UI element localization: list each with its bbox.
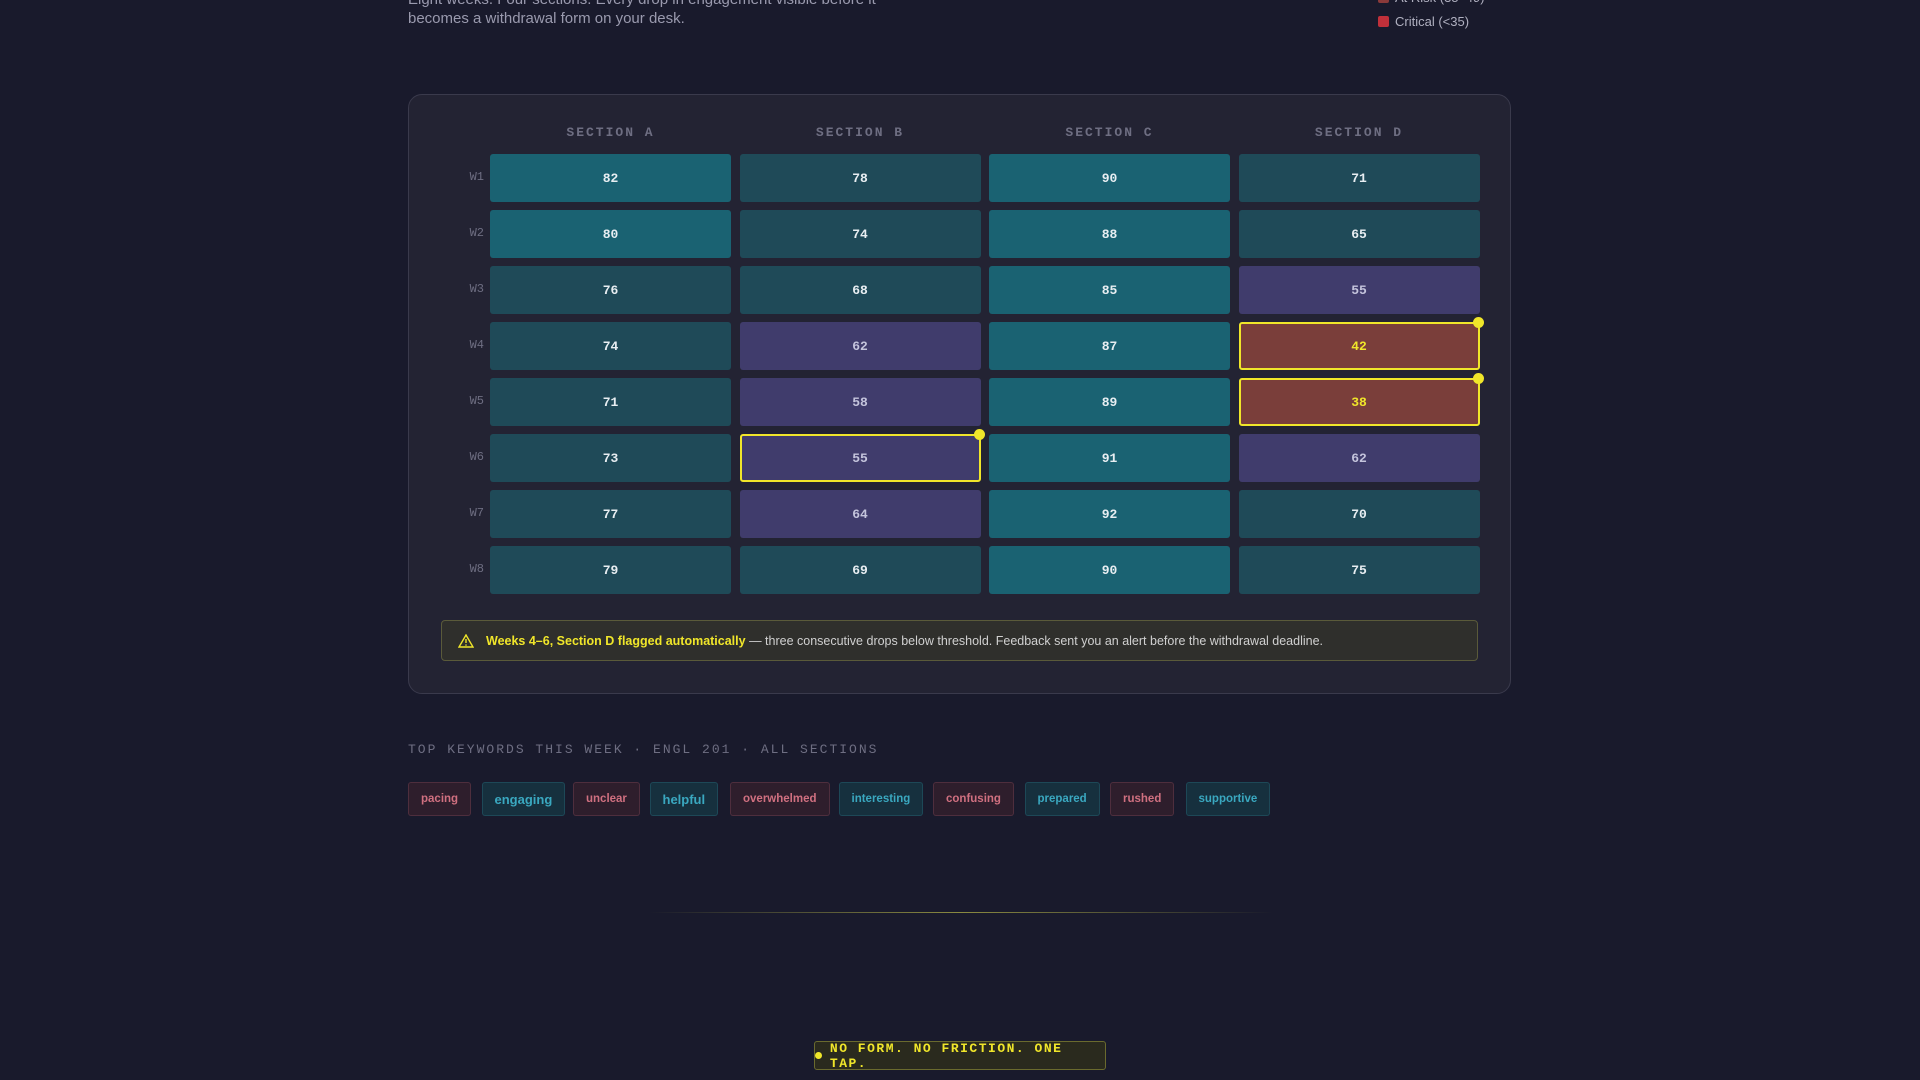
keyword-chip[interactable]: interesting <box>838 782 924 816</box>
intro-text: becomes a withdrawal form on your desk. <box>408 10 685 27</box>
keyword-chip[interactable]: supportive <box>1185 782 1271 816</box>
keyword-chip[interactable]: confusing <box>933 782 1014 816</box>
warning-icon <box>458 634 474 648</box>
row-label: W4 <box>469 338 484 352</box>
alert: Weeks 4–6, Section D flagged automatical… <box>441 620 1478 661</box>
keyword-chip[interactable]: prepared <box>1024 782 1100 816</box>
heatmap-cell: 76 <box>490 266 731 314</box>
heatmap-cell: 85 <box>989 266 1230 314</box>
row-label: W2 <box>469 226 484 240</box>
heatmap-cell: 75 <box>1238 546 1480 594</box>
heatmap-cell: 74 <box>490 322 731 370</box>
alert-text: — three consecutive drops below threshol… <box>745 633 1324 648</box>
row-label: W1 <box>469 170 484 184</box>
heatmap-cell: 55 <box>1238 266 1480 314</box>
heatmap-cell: 91 <box>989 434 1230 482</box>
heatmap-cell: 73 <box>490 434 731 482</box>
row-label: W3 <box>469 282 484 296</box>
legend-label: Critical (<35) <box>1395 14 1470 29</box>
heatmap-cell: 78 <box>739 154 981 202</box>
heatmap-cell: 74 <box>739 210 981 258</box>
row-label: W6 <box>469 450 484 464</box>
heatmap-cell: 58 <box>739 378 981 426</box>
badge-dot <box>815 1052 822 1059</box>
heatmap-cell: 87 <box>989 322 1230 370</box>
heatmap-cell: 62 <box>739 322 981 370</box>
keyword-chip[interactable]: helpful <box>649 782 719 816</box>
heatmap-cell: 77 <box>490 490 731 538</box>
legend-item: Critical (<35) <box>1378 14 1469 29</box>
column-header: SECTION C <box>1065 125 1154 140</box>
keyword-chip[interactable]: rushed <box>1110 782 1175 816</box>
legend-swatch <box>1378 0 1389 3</box>
keyword-chip[interactable]: overwhelmed <box>730 782 830 816</box>
divider <box>649 912 1273 913</box>
keyword-chip[interactable]: pacing <box>408 782 472 816</box>
heatmap-cell: 71 <box>1238 154 1480 202</box>
heatmap-cell: 71 <box>490 378 731 426</box>
heatmap-cell: 70 <box>1238 490 1480 538</box>
flag-dot <box>1472 373 1484 384</box>
heatmap-cell: 90 <box>989 546 1230 594</box>
intro-text: Eight weeks. Four sections. Every drop i… <box>408 0 876 8</box>
heatmap-cell: 62 <box>1238 434 1480 482</box>
heatmap-cell: 42 <box>1238 322 1480 370</box>
heatmap-cell: 82 <box>490 154 731 202</box>
badge: NO FORM. NO FRICTION. ONE TAP. <box>814 1040 1106 1071</box>
heatmap-cell: 79 <box>490 546 731 594</box>
keywords-title: TOP KEYWORDS THIS WEEK · ENGL 201 · ALL … <box>408 742 879 757</box>
column-header: SECTION B <box>815 125 905 140</box>
legend-label: At Risk (35–49) <box>1395 0 1485 5</box>
heatmap-cell: 88 <box>989 210 1230 258</box>
heatmap-panel: SECTION A SECTION B SECTION C SECTION D W1 82… <box>408 94 1511 694</box>
row-label: W7 <box>469 506 484 520</box>
heatmap-cell: 65 <box>1238 210 1480 258</box>
row-label: W5 <box>469 394 484 408</box>
heatmap-cell: 68 <box>739 266 981 314</box>
badge-text: NO FORM. NO FRICTION. ONE TAP. <box>829 1040 1063 1071</box>
alert-strong: Weeks 4–6, Section D flagged automatical… <box>486 633 746 648</box>
keyword-chip[interactable]: engaging <box>481 782 566 816</box>
heatmap-cell: 89 <box>989 378 1230 426</box>
heatmap-cell: 92 <box>989 490 1230 538</box>
legend-swatch <box>1378 16 1389 27</box>
flag-dot <box>973 429 985 440</box>
heatmap-cell: 38 <box>1238 378 1480 426</box>
heatmap-cell: 80 <box>490 210 731 258</box>
column-header: SECTION D <box>1314 125 1404 140</box>
heatmap-cell: 90 <box>989 154 1230 202</box>
heatmap-cell: 55 <box>739 434 981 482</box>
row-label: W8 <box>469 562 484 576</box>
legend-item: At Risk (35–49) <box>1378 0 1485 5</box>
keyword-chip[interactable]: unclear <box>573 782 640 816</box>
flag-dot <box>1472 317 1484 328</box>
column-header: SECTION A <box>566 125 655 140</box>
heatmap-cell: 64 <box>739 490 981 538</box>
heatmap-cell: 69 <box>739 546 981 594</box>
